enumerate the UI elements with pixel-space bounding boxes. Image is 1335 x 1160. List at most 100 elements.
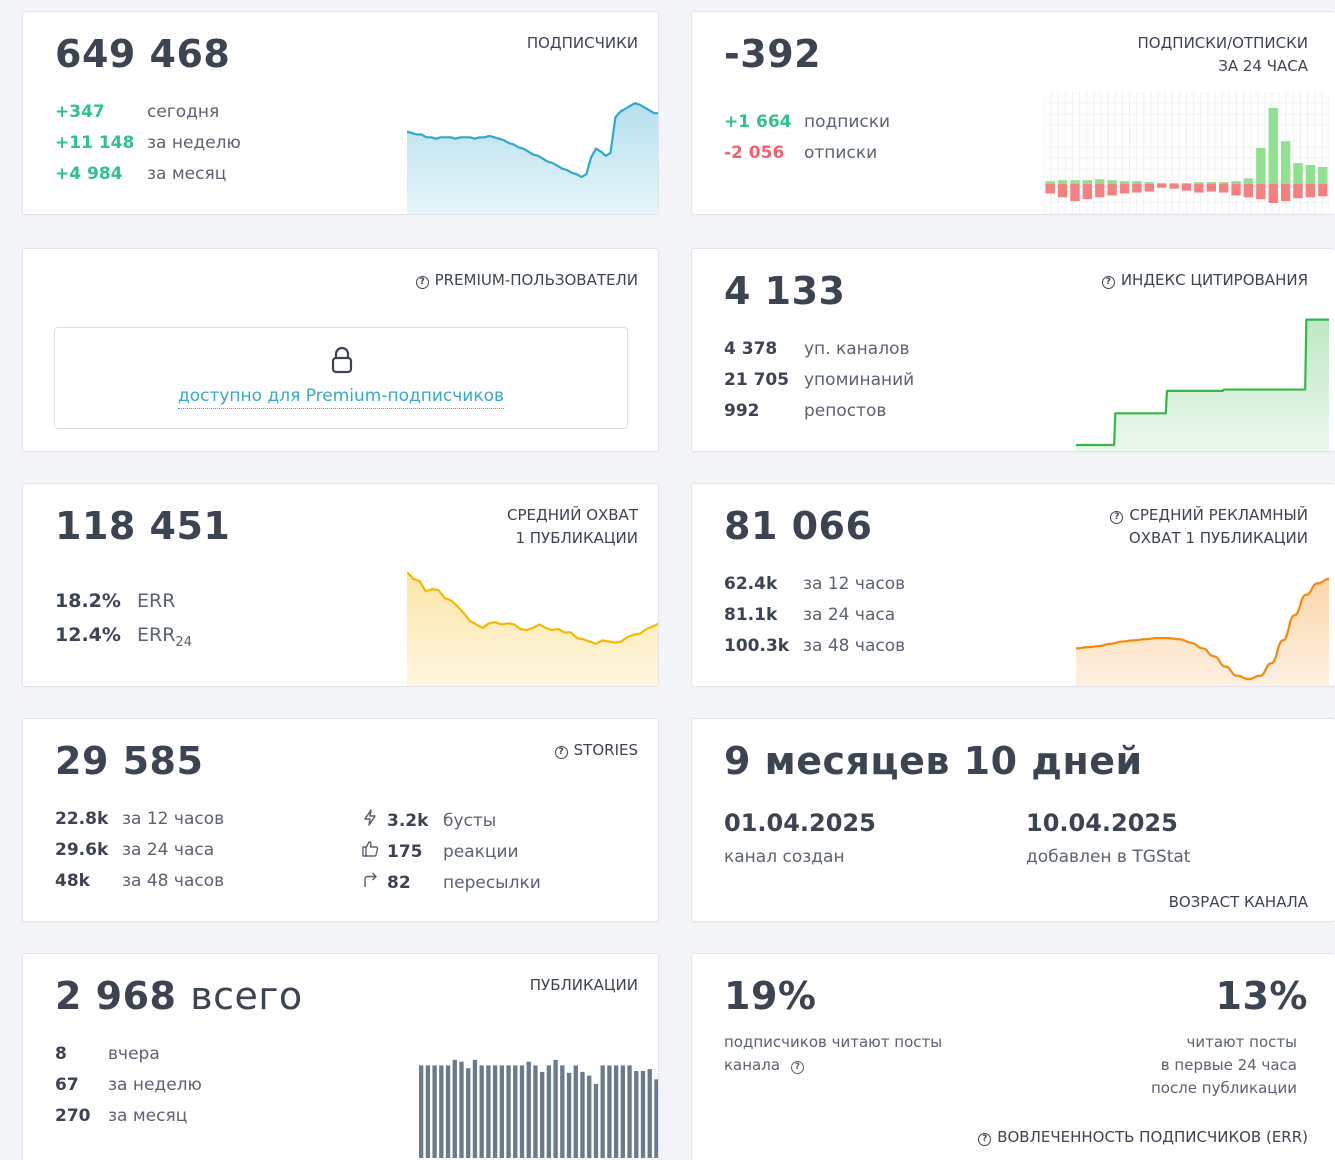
post-bar — [472, 1059, 478, 1158]
subs-unsubs-chart[interactable] — [1044, 92, 1329, 215]
bar-plus — [1119, 181, 1130, 184]
premium-link-text[interactable]: доступно для Premium-подписчиков — [177, 386, 505, 409]
posts-yesterday-value: 8 — [55, 1044, 67, 1064]
bar-plus — [1218, 182, 1229, 184]
err24-value: 12.4% — [55, 624, 121, 646]
engagement-right-label-line1: читают посты — [1186, 1033, 1298, 1051]
err24-label: ERR24 — [137, 624, 192, 650]
stories-reactions-row: 175 реакции — [361, 840, 519, 862]
bar-plus — [1256, 147, 1266, 184]
stories-boosts-label: бусты — [443, 811, 497, 831]
subscribers-card[interactable]: 649 468 ПОДПИСЧИКИ +347 сегодня +11 148 за… — [22, 11, 659, 215]
help-icon[interactable]: ? — [554, 746, 568, 759]
post-bar — [425, 1065, 431, 1158]
help-icon[interactable]: ? — [1110, 511, 1124, 524]
help-icon[interactable]: ? — [790, 1061, 804, 1074]
bar-minus — [1082, 184, 1093, 200]
stories-boosts-value: 3.2k — [387, 811, 429, 831]
subscribers-week-value: +11 148 — [55, 133, 135, 153]
subscribers-value: 649 468 — [55, 32, 231, 76]
post-bar — [607, 1065, 612, 1158]
bar-minus — [1218, 184, 1229, 193]
premium-lock-box[interactable]: доступно для Premium-подписчиков — [54, 327, 628, 429]
posts-month-label: за месяц — [108, 1106, 188, 1126]
stories-card[interactable]: 29 585 ? STORIES 22.8k за 12 часов 29.6k за… — [22, 718, 659, 922]
bar-minus — [1144, 184, 1155, 192]
post-bar — [580, 1071, 585, 1158]
premium-title: ? PREMIUM-ПОЛЬЗОВАТЕЛИ — [415, 269, 638, 292]
citation-card[interactable]: 4 133 ? ИНДЕКС ЦИТИРОВАНИЯ 4 378 уп. канал… — [691, 248, 1335, 452]
posts-yesterday-row: 8 вчера — [55, 1044, 160, 1064]
forward-icon — [361, 871, 379, 893]
created-date: 01.04.2025 — [724, 809, 876, 837]
post-bar — [452, 1059, 457, 1158]
bar-minus — [1206, 184, 1216, 192]
post-bar — [499, 1065, 504, 1158]
chart-line — [407, 572, 658, 645]
stories-24h-row: 29.6k за 24 часа — [55, 840, 214, 860]
post-bar — [432, 1065, 437, 1158]
stories-value: 29 585 — [55, 739, 204, 783]
post-bar — [553, 1059, 558, 1158]
help-icon[interactable]: ? — [978, 1133, 992, 1146]
post-bar — [459, 1061, 464, 1158]
engagement-title-text: ВОВЛЕЧЕННОСТЬ ПОДПИСЧИКОВ (ERR) — [997, 1128, 1308, 1146]
bar-minus — [1280, 184, 1291, 202]
age-title: ВОЗРАСТ КАНАЛА — [1168, 893, 1308, 911]
posts-chart[interactable] — [418, 1054, 659, 1158]
premium-link[interactable]: доступно для Premium-подписчиков — [55, 386, 627, 409]
bar-plus — [1231, 181, 1241, 184]
engagement-right-label-line3: после публикации — [1150, 1079, 1297, 1097]
stories-48h-row: 48k за 48 часов — [55, 871, 224, 891]
ad-reach-chart[interactable] — [1076, 572, 1329, 686]
bar-minus — [1256, 184, 1266, 200]
bar-minus — [1157, 184, 1167, 188]
ad-reach-card[interactable]: 81 066 ? СРЕДНИЙ РЕКЛАМНЫЙ ОХВАТ 1 ПУБЛИК… — [691, 483, 1335, 687]
citation-chart[interactable] — [1076, 309, 1329, 451]
posts-week-label: за неделю — [108, 1075, 202, 1095]
stories-reactions-label: реакции — [443, 842, 519, 862]
stories-48h-label: за 48 часов — [122, 871, 225, 891]
post-bar — [593, 1083, 599, 1158]
ad-reach-12h-row: 62.4k за 12 часов — [724, 574, 905, 594]
post-bar — [560, 1065, 565, 1158]
ad-reach-48h-row: 100.3k за 48 часов — [724, 636, 905, 656]
citation-title: ? ИНДЕКС ЦИТИРОВАНИЯ — [1101, 269, 1308, 292]
post-bar — [540, 1071, 545, 1158]
bar-minus — [1095, 184, 1105, 198]
post-bar — [634, 1070, 639, 1158]
post-bar — [587, 1075, 592, 1158]
subscribers-today-row: +347 сегодня — [55, 102, 219, 122]
bar-plus — [1318, 166, 1328, 184]
ad-reach-24h-label: за 24 часа — [803, 605, 896, 625]
bar-plus — [1243, 178, 1254, 184]
bar-minus — [1268, 184, 1278, 203]
stories-12h-value: 22.8k — [55, 809, 109, 829]
post-bar — [486, 1065, 491, 1158]
post-bar — [566, 1072, 572, 1158]
subs-unsubs-value: -392 — [724, 32, 822, 76]
engagement-left-label-line2-wrap: канала ? — [724, 1054, 942, 1077]
help-icon[interactable]: ? — [1101, 276, 1115, 289]
post-bar — [613, 1065, 619, 1158]
stories-forwards-label: пересылки — [443, 873, 541, 893]
reach-chart[interactable] — [407, 572, 659, 686]
unsubs-label: отписки — [804, 143, 878, 163]
post-bar — [533, 1065, 538, 1158]
subscribers-chart[interactable] — [407, 72, 659, 214]
stories-forwards-value: 82 — [387, 873, 411, 893]
reach-card[interactable]: 118 451 СРЕДНИЙ ОХВАТ 1 ПУБЛИКАЦИИ 18.2%… — [22, 483, 659, 687]
engagement-left-label: подписчиков читают посты канала ? — [724, 1031, 942, 1077]
chart-line — [1076, 318, 1329, 447]
bar-plus — [1181, 183, 1192, 184]
err24-label-sub: 24 — [175, 634, 192, 650]
subs-unsubs-title-line2: ЗА 24 ЧАСА — [1218, 57, 1308, 75]
subs-unsubs-card[interactable]: -392 ПОДПИСКИ/ОТПИСКИ ЗА 24 ЧАСА +1 664 п… — [691, 11, 1335, 215]
posts-card[interactable]: 2 968 всего ПУБЛИКАЦИИ 8 вчера 67 за недел… — [22, 953, 659, 1160]
help-icon[interactable]: ? — [415, 276, 429, 289]
posts-month-row: 270 за месяц — [55, 1106, 187, 1126]
err24-row: 12.4% ERR24 — [55, 624, 192, 650]
posts-month-value: 270 — [55, 1106, 91, 1126]
ad-reach-title: ? СРЕДНИЙ РЕКЛАМНЫЙ ОХВАТ 1 ПУБЛИКАЦИИ — [1110, 504, 1308, 550]
bar-plus — [1095, 179, 1105, 184]
